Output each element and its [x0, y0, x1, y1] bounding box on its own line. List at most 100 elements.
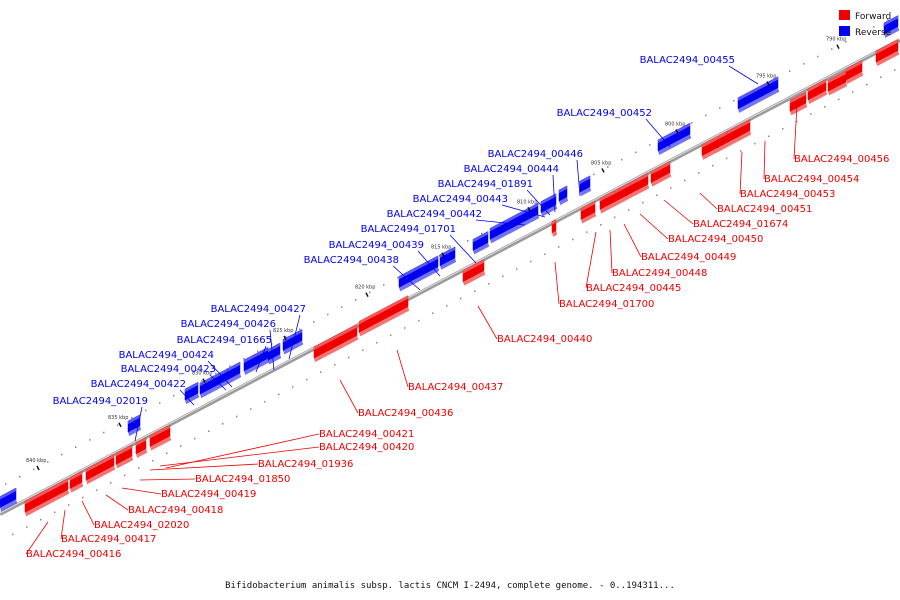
gene-labels: BALAC2494_00455 BALAC2494_00452 BALAC2494_… [26, 55, 889, 560]
reverse-gene-12 [540, 193, 558, 217]
forward-gene-label-20: BALAC2494_00417 [61, 534, 156, 545]
forward-gene-18 [827, 70, 848, 96]
scale-tick: 825 kbp [273, 328, 293, 341]
forward-gene-label-18: BALAC2494_00418 [128, 505, 223, 516]
reverse-gene-label-5: BALAC2494_00443 [413, 194, 508, 205]
forward-gene-20 [875, 39, 900, 67]
forward-gene-14 [701, 130, 730, 160]
scale-tick: 820 kbp [355, 285, 375, 298]
reverse-gene-1 [127, 414, 142, 437]
scale-tick: 795 kbp [756, 74, 776, 86]
reverse-gene-17 [883, 15, 900, 38]
forward-gene-10 [580, 200, 597, 224]
tick-label: 830 kbp [192, 371, 212, 377]
tick-label: 805 kbp [591, 160, 611, 166]
forward-gene-label-19: BALAC2494_02020 [94, 520, 189, 531]
forward-gene-6 [313, 324, 359, 363]
reverse-gene-label-16: BALAC2494_02019 [53, 396, 148, 407]
forward-gene-label-0: BALAC2494_00456 [794, 154, 889, 165]
forward-gene-label-15: BALAC2494_01936 [258, 459, 353, 470]
tick-label: 795 kbp [756, 74, 776, 80]
reverse-gene-label-12: BALAC2494_01665 [177, 335, 272, 346]
reverse-gene-2 [184, 381, 200, 405]
forward-gene-label-12: BALAC2494_00436 [358, 408, 453, 419]
forward-gene-label-9: BALAC2494_01700 [559, 299, 654, 310]
reverse-gene-label-11: BALAC2494_00426 [181, 319, 276, 330]
forward-gene-0 [24, 478, 70, 517]
reverse-gene-label-10: BALAC2494_00427 [211, 304, 306, 315]
gene-arrows [0, 15, 900, 517]
forward-gene-label-2: BALAC2494_00453 [740, 189, 835, 200]
scale-tick: 800 kbp [665, 121, 685, 134]
legend-reverse-swatch [839, 26, 850, 36]
reverse-gene-label-3: BALAC2494_00444 [464, 164, 559, 175]
scale-tick: 810 kbp [517, 199, 537, 212]
reverse-gene-10 [472, 231, 490, 255]
reverse-gene-label-13: BALAC2494_00424 [119, 350, 214, 361]
forward-gene-label-13: BALAC2494_00421 [319, 429, 414, 440]
reverse-gene-13 [558, 185, 569, 206]
forward-gene-label-16: BALAC2494_01850 [195, 474, 290, 485]
forward-gene-label-21: BALAC2494_00416 [26, 549, 121, 560]
reverse-gene-label-4: BALAC2494_01891 [438, 179, 533, 190]
label-leaders [25, 65, 798, 555]
legend: Forward Reverse [839, 10, 892, 38]
forward-gene-13 [650, 161, 672, 187]
genome-backbone-highlight [0, 38, 900, 514]
legend-reverse-label: Reverse [855, 28, 892, 38]
forward-gene-label-14: BALAC2494_00420 [319, 442, 414, 453]
reverse-gene-14 [579, 175, 592, 197]
forward-gene-8 [462, 259, 486, 286]
forward-gene-5 [149, 424, 172, 451]
forward-gene-label-3: BALAC2494_00451 [717, 204, 812, 215]
forward-gene-16 [789, 91, 808, 116]
scale-tick: 840 kbp [26, 458, 46, 471]
forward-gene-label-7: BALAC2494_00448 [612, 268, 707, 279]
legend-forward-swatch [839, 10, 850, 20]
reverse-gene-label-15: BALAC2494_00422 [91, 379, 186, 390]
forward-gene-12 [619, 172, 650, 203]
reverse-gene-label-2: BALAC2494_00446 [488, 149, 583, 160]
tick-label: 810 kbp [517, 199, 537, 205]
forward-gene-9 [551, 219, 558, 237]
forward-gene-label-11: BALAC2494_00437 [408, 382, 503, 393]
reverse-gene-15 [657, 122, 692, 155]
forward-gene-2 [85, 454, 116, 485]
tick-label: 790 kbp [826, 37, 846, 43]
reverse-gene-label-0: BALAC2494_00455 [640, 55, 735, 66]
scale-tick: 805 kbp [591, 160, 611, 173]
scale-tick: 830 kbp [192, 371, 212, 383]
reverse-gene-6 [267, 342, 282, 365]
scale-tick: 815 kbp [431, 245, 451, 258]
genome-backbone [0, 38, 900, 516]
legend-forward-label: Forward [855, 12, 891, 22]
forward-gene-label-4: BALAC2494_01674 [693, 219, 788, 230]
forward-gene-15 [727, 119, 752, 147]
forward-gene-7 [358, 295, 410, 337]
forward-gene-label-5: BALAC2494_00450 [668, 234, 763, 245]
tick-label: 815 kbp [431, 245, 451, 251]
forward-gene-label-6: BALAC2494_00449 [641, 252, 736, 263]
forward-gene-label-17: BALAC2494_00419 [161, 489, 256, 500]
track-dots [5, 18, 896, 536]
reverse-gene-0 [0, 487, 18, 512]
reverse-gene-4 [227, 361, 242, 384]
reverse-gene-label-7: BALAC2494_01701 [361, 224, 456, 235]
tick-label: 800 kbp [665, 121, 685, 127]
tick-label: 825 kbp [273, 328, 293, 334]
forward-gene-4 [135, 437, 148, 458]
tick-label: 820 kbp [355, 285, 375, 291]
forward-gene-17 [807, 79, 828, 104]
reverse-gene-label-8: BALAC2494_00439 [329, 240, 424, 251]
tick-label: 835 kbp [108, 415, 128, 421]
tick-label: 840 kbp [26, 458, 46, 464]
forward-gene-1 [69, 470, 84, 493]
forward-gene-label-1: BALAC2494_00454 [764, 174, 859, 185]
forward-gene-3 [115, 444, 134, 469]
scale-tick: 790 kbp [826, 37, 846, 49]
reverse-gene-label-6: BALAC2494_00442 [387, 209, 482, 220]
reverse-gene-label-9: BALAC2494_00438 [304, 255, 399, 266]
reverse-gene-11 [489, 202, 540, 244]
